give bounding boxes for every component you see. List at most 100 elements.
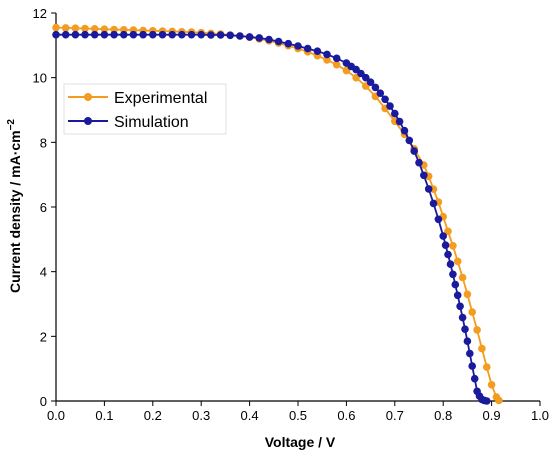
y-axis-title: Current density / mA·cm−2 xyxy=(6,119,23,293)
simulation-point xyxy=(294,42,302,50)
simulation-point xyxy=(303,44,312,53)
y-tick-label: 10 xyxy=(33,71,47,86)
experimental-line xyxy=(55,26,500,401)
simulation-point xyxy=(362,73,370,82)
x-tick-label: 0.9 xyxy=(483,408,501,423)
legend-experimental-label: Experimental xyxy=(114,90,207,107)
simulation-point xyxy=(415,158,423,167)
simulation-point xyxy=(456,302,464,311)
simulation-point xyxy=(187,30,196,39)
simulation-point xyxy=(255,34,264,42)
y-axis-title-main: Current density / mA·cm xyxy=(7,130,23,293)
simulation-point xyxy=(52,30,60,39)
experimental-point xyxy=(100,25,109,33)
simulation-point xyxy=(323,50,331,59)
simulation-point xyxy=(168,30,176,39)
legend-box xyxy=(63,83,227,135)
y-tick-labels: 0 2 4 6 8 10 12 xyxy=(33,6,47,409)
simulation-point xyxy=(386,102,394,110)
experimental-point xyxy=(90,25,99,33)
legend-simulation-label: Simulation xyxy=(114,114,189,131)
experimental-point xyxy=(483,363,491,371)
simulation-point xyxy=(391,109,399,118)
experimental-point xyxy=(323,56,331,64)
experimental-point xyxy=(71,24,80,32)
experimental-point xyxy=(81,24,89,33)
simulation-point xyxy=(366,78,375,86)
simulation-point xyxy=(470,374,479,383)
simulation-point xyxy=(158,30,167,39)
simulation-point xyxy=(424,185,433,193)
simulation-point xyxy=(446,260,455,269)
simulation-point xyxy=(466,349,474,358)
y-tick-label: 2 xyxy=(40,329,47,344)
x-axis-title: Voltage / V xyxy=(265,434,336,450)
simulation-point xyxy=(463,337,472,346)
y-tick-label: 6 xyxy=(40,200,47,215)
experimental-point xyxy=(449,242,457,250)
simulation-point xyxy=(449,270,457,279)
simulation-point xyxy=(461,325,469,334)
simulation-point xyxy=(483,397,491,405)
x-tick-label: 0.1 xyxy=(95,408,113,423)
experimental-point xyxy=(478,344,486,353)
series xyxy=(52,23,503,405)
simulation-point xyxy=(110,30,118,39)
simulation-point xyxy=(441,241,450,249)
simulation-point xyxy=(100,30,109,39)
experimental-point xyxy=(52,23,60,32)
simulation-point xyxy=(405,136,414,145)
y-tick-label: 4 xyxy=(40,265,47,280)
series-simulation xyxy=(52,30,491,405)
simulation-point xyxy=(444,250,452,259)
experimental-point xyxy=(453,257,462,266)
y-tick-label: 8 xyxy=(40,135,47,150)
simulation-point xyxy=(81,30,89,39)
simulation-point xyxy=(376,89,385,97)
x-tick-label: 0.0 xyxy=(47,408,65,423)
simulation-point xyxy=(197,30,205,39)
x-tick-label: 0.2 xyxy=(144,408,162,423)
simulation-point xyxy=(284,39,293,48)
simulation-point xyxy=(71,30,80,39)
simulation-point xyxy=(245,33,254,41)
simulation-point xyxy=(216,31,225,39)
x-tick-label: 0.4 xyxy=(241,408,259,423)
simulation-point xyxy=(226,31,234,40)
experimental-point xyxy=(61,24,70,32)
x-tick-label: 0.8 xyxy=(434,408,452,423)
simulation-point xyxy=(453,291,462,300)
simulation-point xyxy=(468,362,477,370)
simulation-point xyxy=(420,171,428,180)
legend-experimental-marker xyxy=(84,93,92,101)
y-axis-title-sup: −2 xyxy=(6,119,17,131)
y-tick-label: 12 xyxy=(33,6,47,21)
legend-simulation-marker xyxy=(84,117,92,125)
simulation-point xyxy=(332,54,341,63)
simulation-point xyxy=(451,280,460,289)
simulation-point xyxy=(149,30,157,39)
simulation-point xyxy=(395,117,404,126)
simulation-point xyxy=(313,47,322,55)
simulation-point xyxy=(371,83,380,92)
legend: Experimental Simulation xyxy=(63,83,227,135)
x-tick-label: 1.0 xyxy=(531,408,549,423)
simulation-point xyxy=(429,199,438,208)
x-tick-label: 0.5 xyxy=(289,408,307,423)
simulation-point xyxy=(120,30,128,39)
simulation-point xyxy=(410,147,419,155)
simulation-point xyxy=(274,37,283,46)
simulation-point xyxy=(139,30,147,39)
x-tick-label: 0.7 xyxy=(386,408,404,423)
simulation-point xyxy=(439,232,448,240)
experimental-point xyxy=(495,396,503,405)
y-tick-label: 0 xyxy=(40,394,47,409)
experimental-point xyxy=(487,381,496,389)
simulation-point xyxy=(265,35,273,44)
x-tick-label: 0.3 xyxy=(192,408,210,423)
experimental-point xyxy=(110,25,118,34)
simulation-point xyxy=(381,95,389,104)
experimental-point xyxy=(458,273,467,282)
simulation-point xyxy=(236,32,244,40)
